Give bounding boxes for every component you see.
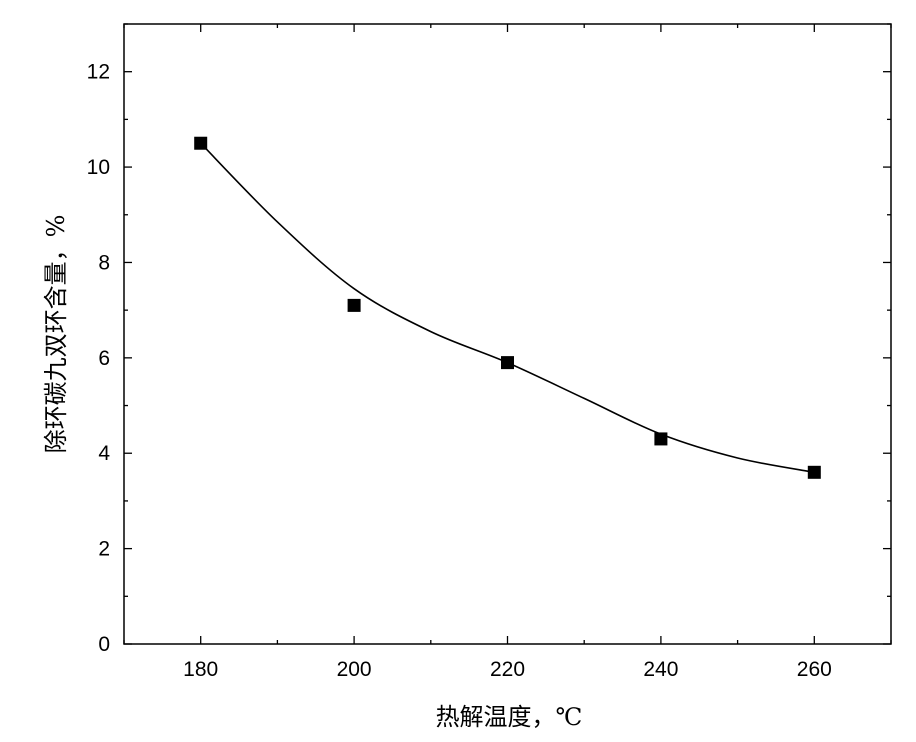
y-axis-title: 除环碳九双环含量，% <box>42 215 70 454</box>
y-tick-labels: 0 2 4 6 8 10 12 <box>87 61 111 656</box>
y-tick-label: 6 <box>98 347 110 370</box>
x-tick-labels: 180 200 220 240 260 <box>183 658 832 681</box>
x-axis-title: 热解温度，℃ <box>436 703 583 731</box>
x-tick-label: 260 <box>797 658 832 681</box>
y-tick-label: 2 <box>98 538 110 561</box>
x-tick-label: 180 <box>183 658 218 681</box>
data-points <box>194 136 821 479</box>
y-tick-label: 4 <box>98 442 110 465</box>
plot-frame <box>123 23 892 645</box>
data-point <box>501 356 514 370</box>
axis-ticks <box>123 23 892 645</box>
x-tick-label: 220 <box>490 658 525 681</box>
y-tick-label: 10 <box>87 156 110 179</box>
data-point <box>654 432 668 446</box>
x-tick-label: 200 <box>337 658 372 681</box>
y-tick-label: 8 <box>98 251 110 274</box>
x-tick-label: 240 <box>643 658 678 681</box>
y-tick-label: 0 <box>98 633 110 656</box>
data-point <box>347 298 361 312</box>
fit-curve <box>200 142 815 474</box>
y-tick-label: 12 <box>87 61 110 84</box>
data-point <box>194 136 208 150</box>
data-point <box>807 465 821 479</box>
